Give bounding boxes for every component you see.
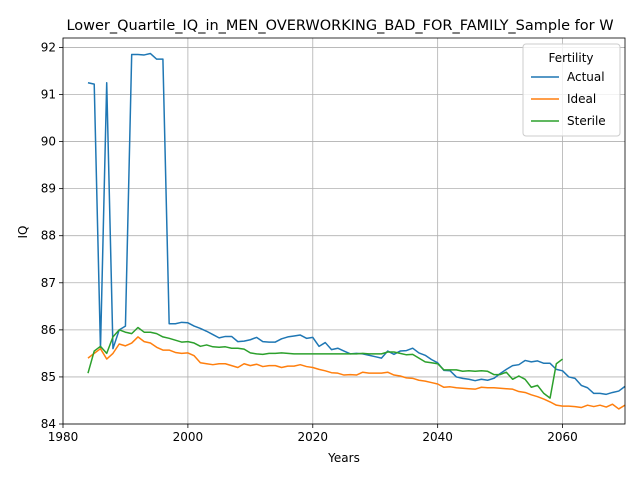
y-axis-label: IQ bbox=[16, 226, 30, 239]
legend-box bbox=[522, 43, 621, 137]
y-tick-label: 91 bbox=[41, 87, 56, 101]
legend-label-actual: Actual bbox=[567, 70, 605, 84]
y-tick-label: 86 bbox=[41, 323, 56, 337]
x-tick-label: 2020 bbox=[298, 430, 329, 444]
y-tick-label: 88 bbox=[41, 229, 56, 243]
x-tick-label: 2000 bbox=[173, 430, 204, 444]
legend: Fertility Actual Ideal Sterile bbox=[522, 43, 621, 137]
x-tick-label: 2060 bbox=[547, 430, 578, 444]
series-line-sterile bbox=[87, 326, 564, 399]
plot-area-frame bbox=[62, 37, 626, 425]
y-tick-label: 85 bbox=[41, 370, 56, 384]
x-tick-label: 2040 bbox=[422, 430, 453, 444]
y-tick-label: 89 bbox=[41, 182, 56, 196]
x-tick-label: 1980 bbox=[48, 430, 79, 444]
grid-lines bbox=[62, 38, 625, 425]
legend-label-sterile: Sterile bbox=[567, 114, 606, 128]
series-lines bbox=[87, 52, 626, 410]
legend-title: Fertility bbox=[548, 51, 593, 65]
series-line-ideal bbox=[87, 336, 626, 410]
y-tick-label: 92 bbox=[41, 40, 56, 54]
legend-label-ideal: Ideal bbox=[567, 92, 596, 106]
y-tick-label: 87 bbox=[41, 276, 56, 290]
x-axis-ticks: 1980 2000 2020 2040 2060 bbox=[48, 424, 578, 444]
y-axis-ticks: 84 85 86 87 88 89 90 91 92 bbox=[41, 40, 63, 431]
x-axis-label: Years bbox=[327, 451, 360, 465]
y-tick-label: 84 bbox=[41, 417, 56, 431]
y-tick-label: 90 bbox=[41, 135, 56, 149]
chart-title: Lower_Quartile_IQ_in_MEN_OVERWORKING_BAD… bbox=[66, 18, 613, 34]
